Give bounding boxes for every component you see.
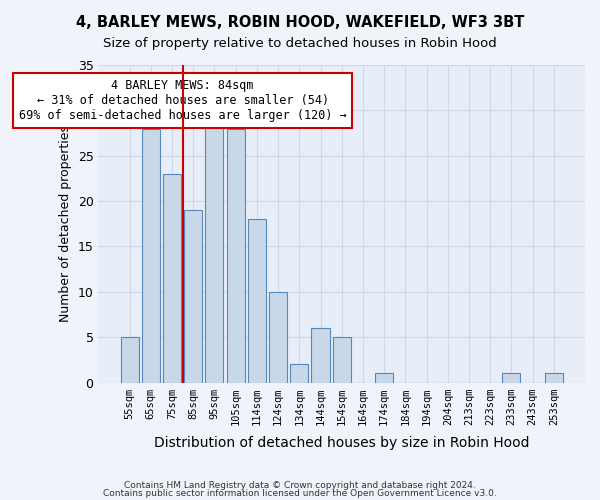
Bar [502, 374, 520, 382]
Bar [121, 337, 139, 382]
Bar [311, 328, 329, 382]
Bar [184, 210, 202, 382]
Bar [375, 374, 393, 382]
Bar [163, 174, 181, 382]
Text: 4, BARLEY MEWS, ROBIN HOOD, WAKEFIELD, WF3 3BT: 4, BARLEY MEWS, ROBIN HOOD, WAKEFIELD, W… [76, 15, 524, 30]
Bar [290, 364, 308, 382]
Bar [333, 337, 351, 382]
Text: Contains HM Land Registry data © Crown copyright and database right 2024.: Contains HM Land Registry data © Crown c… [124, 481, 476, 490]
X-axis label: Distribution of detached houses by size in Robin Hood: Distribution of detached houses by size … [154, 436, 529, 450]
Text: Contains public sector information licensed under the Open Government Licence v3: Contains public sector information licen… [103, 488, 497, 498]
Text: Size of property relative to detached houses in Robin Hood: Size of property relative to detached ho… [103, 38, 497, 51]
Bar [269, 292, 287, 382]
Y-axis label: Number of detached properties: Number of detached properties [59, 126, 72, 322]
Bar [545, 374, 563, 382]
Bar [142, 128, 160, 382]
Bar [205, 120, 223, 382]
Text: 4 BARLEY MEWS: 84sqm
← 31% of detached houses are smaller (54)
69% of semi-detac: 4 BARLEY MEWS: 84sqm ← 31% of detached h… [19, 78, 346, 122]
Bar [227, 128, 245, 382]
Bar [248, 219, 266, 382]
